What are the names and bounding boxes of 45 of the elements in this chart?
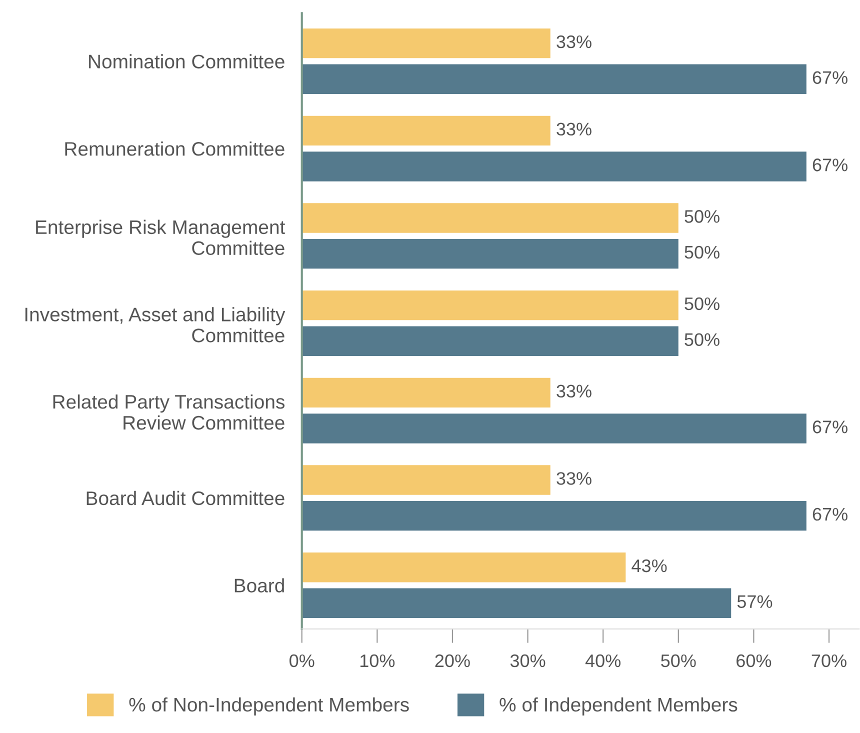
data-label: 33%	[556, 472, 592, 485]
x-tick-label: 60%	[736, 654, 772, 668]
data-label: 33%	[556, 384, 592, 398]
y-tick-label: Board	[234, 578, 284, 592]
x-tick-label: 40%	[585, 654, 621, 668]
bar	[302, 378, 550, 408]
data-label: 50%	[684, 333, 720, 346]
bar	[302, 552, 626, 582]
data-label: 67%	[812, 420, 848, 434]
data-label: 67%	[812, 71, 848, 84]
bar	[302, 588, 732, 618]
x-tick-label: 10%	[360, 654, 395, 668]
data-label: 50%	[684, 246, 720, 259]
legend-label: % of Independent Members	[500, 697, 738, 716]
bar	[302, 290, 678, 320]
data-label: 67%	[812, 508, 848, 521]
bar	[302, 152, 806, 182]
bar	[302, 116, 550, 146]
y-tick-label: Nomination Committee	[89, 54, 284, 68]
bar	[302, 414, 806, 444]
y-tick-label: Enterprise Risk Management Committee	[36, 220, 286, 256]
y-tick-label: Investment, Asset and Liability Committee	[25, 307, 286, 342]
data-label: 33%	[556, 122, 592, 136]
data-label: 50%	[684, 210, 720, 223]
y-tick-label: Related Party Transactions Review Committee	[53, 394, 285, 430]
x-tick-label: 50%	[661, 654, 696, 668]
data-label: 67%	[812, 158, 848, 172]
bar	[302, 238, 678, 269]
y-tick-label: Remuneration Committee	[65, 142, 284, 156]
bar	[302, 28, 550, 58]
data-label: 33%	[556, 35, 592, 48]
x-tick-label: 0%	[290, 654, 314, 668]
x-tick-label: 30%	[510, 654, 546, 668]
x-tick-label: 70%	[812, 654, 846, 668]
bar	[302, 203, 678, 233]
data-label: 50%	[684, 297, 720, 310]
bar	[302, 465, 550, 495]
data-label: 57%	[737, 595, 772, 608]
y-tick-label: Board Audit Committee	[86, 490, 284, 506]
bar	[302, 500, 806, 531]
bar	[302, 64, 806, 94]
legend-label: % of Non-Independent Members	[129, 697, 409, 716]
data-label: 43%	[632, 559, 667, 572]
bar	[302, 326, 678, 356]
x-tick-label: 20%	[435, 654, 470, 668]
